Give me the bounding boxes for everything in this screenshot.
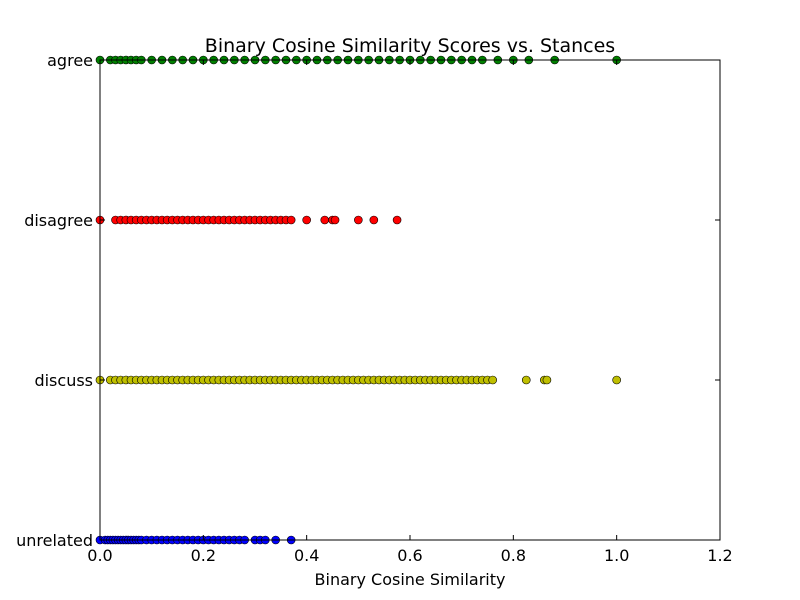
y-tick-label-disagree: disagree — [24, 211, 93, 230]
y-tick-label-agree: agree — [47, 51, 93, 70]
data-point — [369, 215, 379, 225]
data-point — [286, 215, 296, 225]
x-tick-label: 0.4 — [294, 546, 319, 565]
data-point — [302, 215, 311, 225]
y-tick-label-unrelated: unrelated — [16, 531, 93, 550]
data-point — [488, 375, 497, 385]
series-disagree — [95, 215, 402, 225]
data-point — [320, 215, 330, 225]
x-tick-label: 0.8 — [501, 546, 526, 565]
data-point — [354, 215, 363, 225]
data-point — [330, 215, 340, 225]
data-point — [521, 375, 531, 385]
data-points — [95, 55, 621, 545]
x-axis-label: Binary Cosine Similarity — [315, 570, 506, 589]
x-tick-label: 1.0 — [604, 546, 629, 565]
x-tick-label: 0.2 — [191, 546, 216, 565]
x-tick-label: 0.0 — [87, 546, 112, 565]
x-tick-label: 1.2 — [707, 546, 732, 565]
data-point — [612, 375, 621, 385]
plot-frame — [99, 59, 721, 541]
data-point — [542, 375, 552, 385]
y-tick-label-discuss: discuss — [34, 371, 93, 390]
chart-title: Binary Cosine Similarity Scores vs. Stan… — [205, 35, 615, 57]
x-tick-label: 0.6 — [397, 546, 422, 565]
data-point — [392, 215, 402, 225]
axes: 0.0 0.2 0.4 0.6 0.8 1.0 1.2 unrelated discuss dis… — [16, 51, 733, 565]
series-discuss — [95, 375, 621, 385]
